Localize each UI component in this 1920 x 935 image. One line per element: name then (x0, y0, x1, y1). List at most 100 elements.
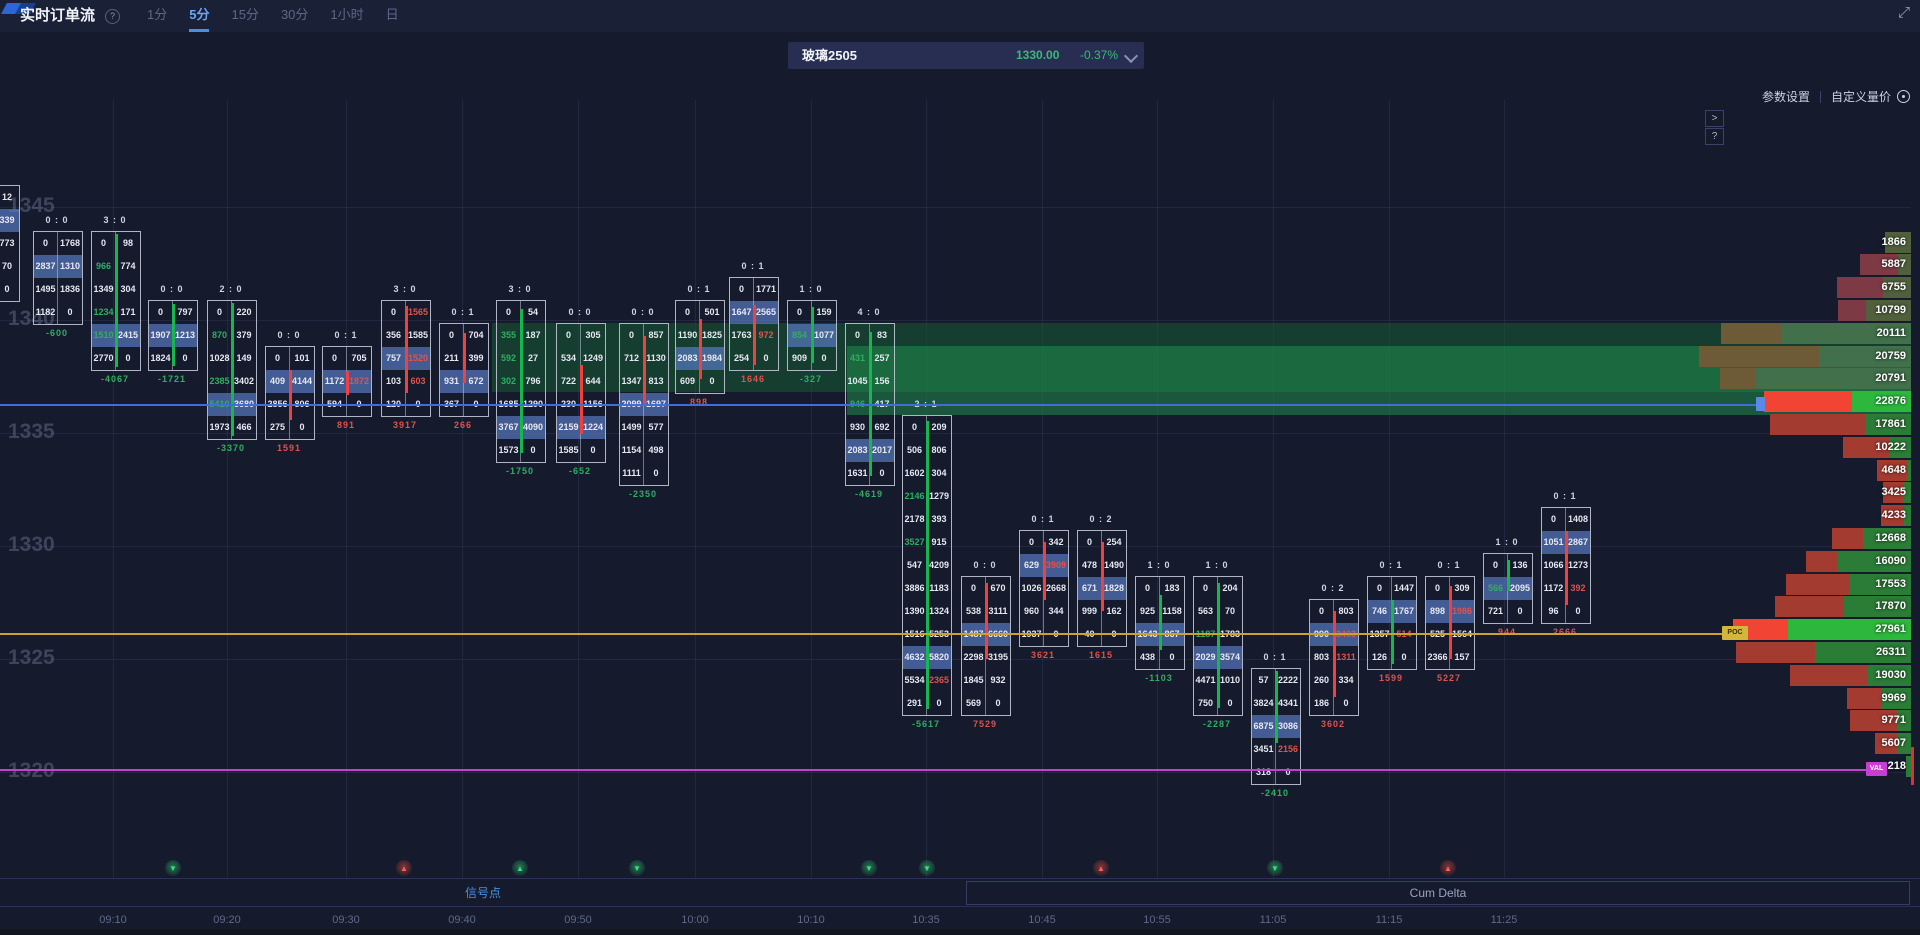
footprint-candle[interactable]: 57 2222 3824 4341 6875 3086 3451 2156 318 0 (1251, 667, 1301, 785)
profile-sell-bar (1837, 277, 1883, 299)
ask-cell: 1771 (755, 283, 777, 294)
bid-cell: 563 (1194, 599, 1218, 623)
chart-area[interactable]: 1345134013351330132513201233977370000176… (0, 0, 1920, 878)
footprint-candle[interactable]: 0305534124972264423011562159122415850 (556, 322, 606, 463)
footprint-candle[interactable]: 0101409414428568062750 (265, 345, 315, 440)
bid-cell: 999 (1078, 599, 1102, 623)
candle-row: 569 0 (962, 691, 1010, 715)
footprint-candle[interactable]: 0 797 1907 1213 1824 0 (148, 299, 198, 371)
ask-cell: 1249 (582, 352, 604, 363)
ask-cell: 12 (1, 191, 12, 202)
bid-cell: 3886 (903, 576, 927, 600)
timeframe-tab[interactable]: 日 (385, 7, 399, 22)
profile-sell-bar (1775, 596, 1844, 618)
timeframe-tab[interactable]: 1小时 (330, 7, 364, 22)
ask-cell: 1836 (59, 283, 81, 294)
ask-cell: 0 (406, 393, 430, 416)
footprint-candle[interactable]: 034262939091026266896034419370 (1019, 529, 1069, 647)
ask-cell: 1213 (174, 329, 196, 340)
footprint-candle[interactable]: 0834312571045156946417930692208320171631… (845, 322, 895, 486)
bid-cell: 2146 (903, 484, 927, 508)
timeframe-tab[interactable]: 15分 (231, 7, 259, 22)
footprint-candle[interactable]: 0543551875922730279616851290376740901573… (496, 299, 546, 463)
footprint-candle[interactable]: 0705117218725940 (322, 345, 372, 417)
footprint-candle[interactable]: 0 209 506 806 1602 304 2146 1279 2178 393 3527 915 5… (902, 414, 952, 716)
profile-sell-bar (1720, 368, 1756, 390)
footprint-candle[interactable]: 0220870379102814923853402541036801973466 (207, 299, 257, 440)
bid-cell: 2837 (34, 254, 58, 278)
footprint-candle[interactable]: 0 159 854 1077 909 0 (787, 299, 837, 371)
ask-cell: 806 (931, 444, 947, 455)
help-button[interactable]: ? (1705, 128, 1724, 145)
bid-cell: 2159 (557, 415, 581, 439)
signal-panel-label[interactable]: 信号点 (464, 886, 501, 900)
ask-cell: 1984 (701, 352, 723, 363)
help-icon[interactable]: ? (105, 9, 120, 24)
footprint-candle[interactable]: 0 1771 1647 2565 1763 972 254 0 (729, 276, 779, 371)
profile-value: 10222 (1875, 440, 1906, 453)
footprint-candle[interactable]: 0204563701187178320293574447110107500 (1193, 575, 1243, 716)
bid-cell: 211 (440, 346, 464, 370)
profile-sell-bar (1847, 687, 1882, 709)
timeframe-tab[interactable]: 1分 (147, 7, 168, 22)
ask-cell: 0 (4, 283, 10, 294)
footprint-candle[interactable]: 06705383111148766602298319518459325690 (961, 575, 1011, 716)
imbalance-header: 0 : 0 (277, 329, 301, 340)
candle-row: 0 183 (1136, 576, 1184, 600)
settings-icon[interactable] (1897, 90, 1910, 103)
profile-value: 4648 (1881, 463, 1906, 476)
bid-cell: 547 (903, 553, 927, 577)
ask-cell: 857 (648, 329, 664, 340)
timeframe-tab[interactable]: 30分 (280, 7, 309, 22)
candle-body-line (752, 305, 756, 365)
candle-delta: 898 (689, 396, 709, 407)
vertical-gridline (1389, 100, 1390, 878)
bid-cell: 0 (497, 300, 521, 324)
footprint-candle[interactable]: 0 501 1190 1825 2083 1984 609 0 (675, 299, 725, 394)
footprint-candle[interactable]: 07042113999316723670 (439, 322, 489, 417)
signal-marker-up: ▲ (396, 860, 412, 876)
footprint-candle[interactable]: 0 1768 2837 1310 1495 1836 1182 0 (33, 230, 83, 325)
footprint-candle[interactable]: 025447814906711828999162400 (1077, 529, 1127, 647)
footprint-candle[interactable]: 0803990340380313112603341860 (1309, 598, 1359, 716)
custom-volume-link[interactable]: 自定义量价 (1830, 90, 1891, 104)
candle-delta: -652 (568, 465, 591, 476)
footprint-candle[interactable]: 0 136 566 2095 721 0 (1483, 552, 1533, 624)
candle-row: 0 1771 (730, 277, 778, 301)
instrument-selector[interactable]: 玻璃2505 1330.00 -0.37% (788, 42, 1144, 69)
imbalance-header: 0 (0, 169, 29, 179)
profile-buy-bar (1815, 642, 1911, 663)
ask-cell: 0 (1285, 766, 1291, 777)
bottom-edge (0, 929, 1920, 935)
candle-body-line (925, 421, 929, 709)
footprint-candle[interactable]: 01447746176713575141260 (1367, 575, 1417, 670)
profile-value: 20111 (1876, 326, 1906, 339)
candle-row: 609 0 (676, 369, 724, 393)
ask-cell: 915 (931, 536, 947, 547)
bid-cell: 3527 (903, 530, 927, 554)
ask-cell: 1520 (407, 352, 429, 363)
candle-row: 960 344 (1020, 599, 1068, 623)
fullscreen-icon[interactable]: ⤢ (1897, 4, 1910, 21)
timeframe-tab[interactable]: 5分 (189, 0, 210, 32)
bid-cell: 103 (382, 369, 406, 393)
cum-delta-panel[interactable]: Cum Delta (966, 881, 1910, 905)
footprint-candle[interactable]: 01565356158575715201036031200 (381, 299, 431, 417)
profile-value: 3425 (1881, 486, 1906, 499)
bid-cell: 2083 (846, 438, 870, 462)
bid-cell: 925 (1136, 599, 1160, 623)
footprint-candle[interactable]: 0 1408 1051 2867 1066 1273 1172 392 96 0 (1541, 506, 1591, 624)
param-settings-link[interactable]: 参数设置 (1761, 90, 1810, 104)
expand-button[interactable]: > (1705, 110, 1724, 127)
footprint-candle[interactable]: 12 339 773 70 0 (0, 184, 20, 302)
ask-cell: 220 (236, 306, 252, 317)
ask-cell: 1447 (1393, 582, 1415, 593)
bid-cell: 4632 (903, 645, 927, 669)
footprint-candle[interactable]: 0 98 966 774 1349 304 1234 171 1510 2415 2770 0 (91, 230, 141, 371)
bid-cell: 2385 (208, 369, 232, 393)
profile-buy-bar (1844, 596, 1911, 618)
footprint-candle[interactable]: 0309898198652515642366157 (1425, 575, 1475, 670)
candle-delta: -600 (45, 327, 68, 338)
top-bar: 实时订单流 ? 1分 5分 15分 30分 1小时 日 ⤢ (0, 0, 1920, 32)
footprint-candle[interactable]: 0183925115816438674380 (1135, 575, 1185, 670)
